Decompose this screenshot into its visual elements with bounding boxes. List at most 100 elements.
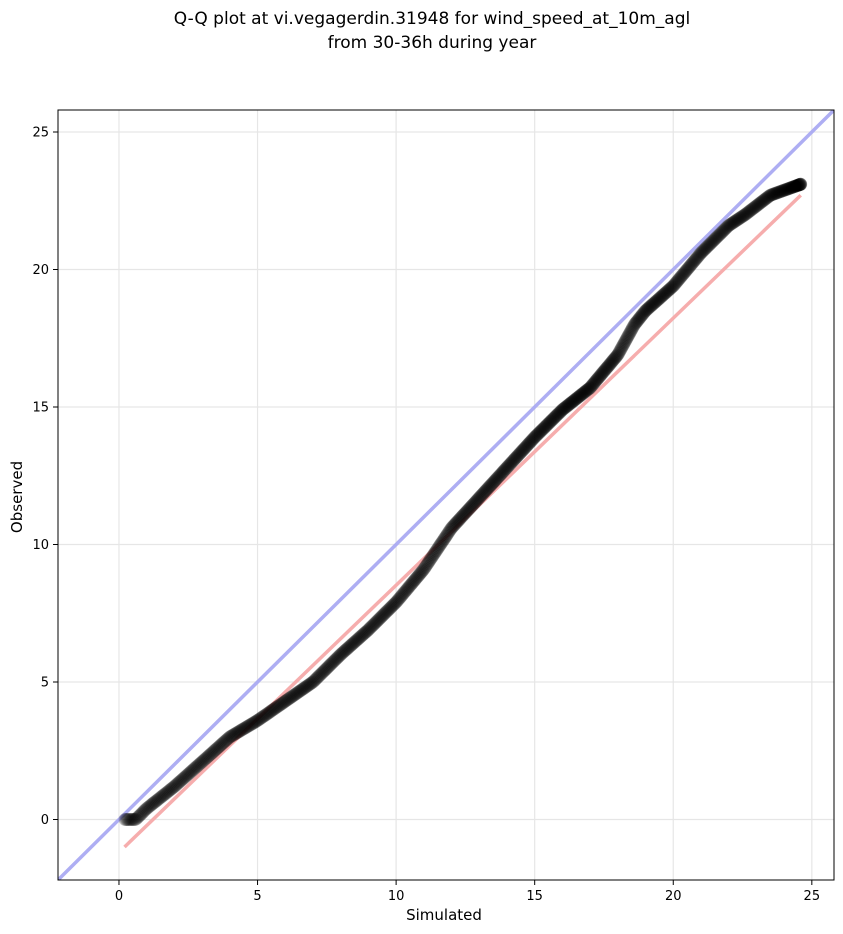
data-point — [741, 205, 755, 219]
data-point — [559, 400, 573, 414]
data-point — [277, 695, 291, 709]
data-point — [743, 204, 757, 218]
data-point — [686, 256, 700, 269]
data-point — [745, 202, 759, 216]
data-point — [754, 195, 768, 209]
data-point — [693, 247, 707, 261]
data-point — [599, 362, 613, 376]
data-point — [428, 545, 442, 559]
data-point — [778, 183, 791, 197]
data-point — [791, 178, 805, 192]
data-point — [696, 244, 710, 258]
data-point — [408, 573, 422, 587]
data-point — [356, 627, 370, 641]
fit-line — [123, 193, 802, 849]
data-point — [791, 178, 805, 192]
data-point — [398, 584, 412, 598]
data-point — [392, 592, 405, 606]
data-point — [539, 420, 552, 433]
data-point — [378, 607, 391, 621]
data-point — [748, 200, 762, 214]
data-point — [144, 798, 158, 812]
data-point — [441, 527, 455, 541]
data-point — [776, 184, 790, 197]
y-tick-label: 5 — [41, 676, 49, 691]
data-point — [496, 465, 510, 479]
data-point — [228, 727, 241, 741]
data-point — [572, 390, 586, 404]
data-point — [662, 283, 675, 297]
data-point — [151, 792, 165, 806]
data-point — [245, 717, 259, 731]
data-point — [320, 661, 334, 675]
data-point — [291, 685, 305, 699]
data-point — [651, 293, 665, 307]
data-point — [623, 327, 636, 341]
y-tick-label: 10 — [32, 538, 49, 553]
data-point — [597, 364, 611, 378]
data-point — [629, 316, 643, 330]
data-point — [299, 680, 313, 694]
data-point — [375, 610, 388, 624]
data-point — [603, 358, 617, 371]
data-point — [791, 178, 805, 192]
data-point — [617, 337, 631, 351]
data-point — [639, 304, 653, 318]
data-point — [221, 732, 235, 746]
data-point — [631, 313, 645, 327]
data-point — [526, 432, 540, 446]
data-point — [318, 663, 332, 677]
data-point — [363, 621, 377, 635]
data-point — [322, 659, 336, 673]
data-point — [229, 727, 243, 741]
data-point — [644, 299, 658, 313]
data-point — [419, 559, 433, 573]
data-point — [763, 189, 777, 202]
data-point — [791, 178, 805, 192]
data-point — [790, 179, 804, 193]
data-point — [775, 184, 789, 198]
data-point — [761, 190, 775, 204]
data-point — [326, 655, 340, 669]
data-point — [127, 813, 140, 826]
data-point — [333, 649, 347, 663]
data-point — [328, 653, 342, 667]
data-point — [425, 551, 439, 565]
data-point — [226, 728, 240, 742]
data-point — [445, 520, 459, 534]
data-point — [342, 640, 356, 654]
data-point — [625, 323, 639, 337]
data-point — [735, 210, 748, 224]
data-point — [667, 278, 681, 292]
data-point — [764, 188, 778, 202]
data-point — [243, 718, 257, 732]
data-point — [368, 617, 381, 631]
data-point — [623, 325, 637, 339]
data-point — [596, 366, 610, 379]
data-point — [707, 233, 721, 247]
data-point — [776, 184, 790, 198]
data-point — [499, 462, 513, 475]
data-point — [459, 506, 472, 520]
data-point — [539, 419, 553, 433]
data-point — [790, 179, 804, 193]
data-point — [729, 214, 743, 228]
data-point — [512, 447, 526, 461]
data-point — [481, 481, 495, 495]
data-point — [613, 344, 627, 358]
data-point — [674, 270, 688, 284]
data-point — [771, 185, 785, 199]
data-point — [703, 237, 717, 251]
data-point — [325, 656, 339, 670]
data-point — [646, 297, 660, 311]
data-point — [695, 245, 709, 259]
data-point — [789, 179, 803, 193]
data-point — [653, 291, 667, 305]
data-point — [690, 251, 704, 264]
data-point — [382, 603, 395, 617]
data-point — [716, 225, 730, 238]
data-point — [143, 799, 157, 813]
data-point — [761, 190, 775, 204]
data-point — [436, 534, 450, 548]
data-point — [773, 185, 786, 199]
